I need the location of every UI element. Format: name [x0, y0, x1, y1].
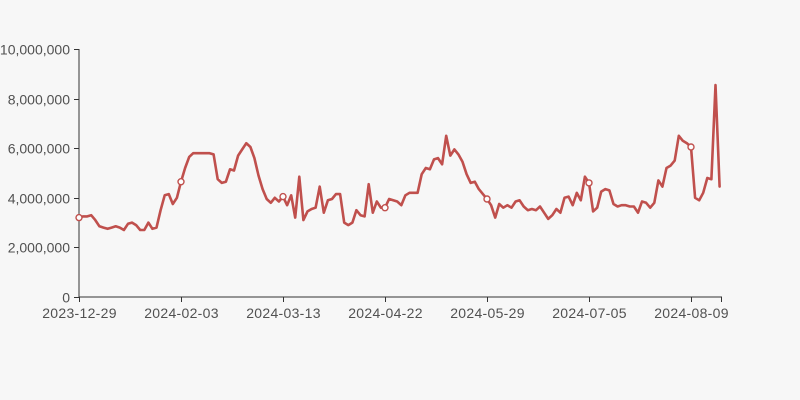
y-axis-tick-label: 2,000,000 — [8, 240, 70, 256]
data-point-marker[interactable] — [483, 195, 491, 203]
data-point-marker[interactable] — [177, 177, 185, 186]
data-point-marker[interactable] — [687, 143, 695, 151]
x-axis-tick-label: 2024-08-09 — [654, 305, 729, 321]
y-axis-tick-label: 0 — [62, 290, 70, 306]
x-axis-tick-label: 2024-05-29 — [450, 305, 525, 321]
x-axis-tick-label: 2024-02-03 — [144, 305, 219, 321]
y-axis-tick-label: 6,000,000 — [8, 141, 70, 157]
y-axis-tick-label: 10,000,000 — [0, 42, 70, 58]
data-point-marker[interactable] — [75, 213, 83, 222]
axis-lines — [78, 49, 722, 298]
x-axis-tick-label: 2023-12-29 — [42, 305, 117, 321]
x-axis-tick-label: 2024-04-22 — [348, 305, 423, 321]
series-line — [77, 83, 721, 232]
data-point-marker[interactable] — [381, 203, 389, 212]
data-point-marker[interactable] — [279, 192, 287, 201]
data-point-marker[interactable] — [585, 179, 593, 187]
y-axis-tick-label: 4,000,000 — [8, 191, 70, 207]
y-axis-tick-label: 8,000,000 — [8, 92, 70, 108]
x-axis-tick-label: 2024-07-05 — [552, 305, 627, 321]
x-axis-tick-label: 2024-03-13 — [246, 305, 321, 321]
